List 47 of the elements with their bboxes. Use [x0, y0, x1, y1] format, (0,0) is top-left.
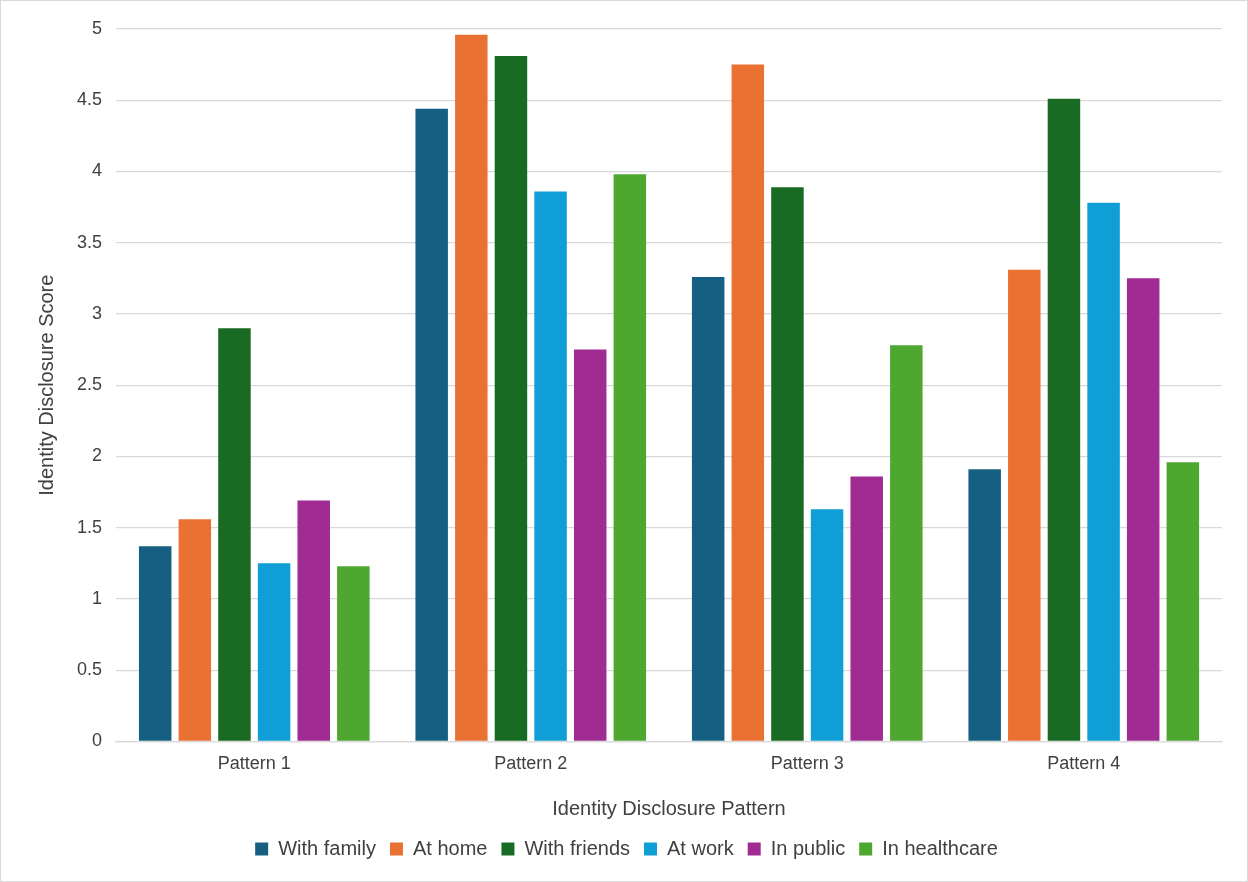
bar — [890, 345, 923, 741]
legend-label: With family — [278, 836, 376, 859]
bar — [297, 500, 330, 741]
legend-label: In healthcare — [882, 836, 998, 859]
bar — [455, 34, 488, 741]
legend-label: With friends — [524, 836, 631, 859]
bar — [731, 64, 765, 741]
bar — [1166, 462, 1200, 741]
y-tick-label: 2.5 — [76, 374, 103, 395]
x-tick-label: Pattern 4 — [1047, 753, 1121, 774]
bar — [138, 546, 172, 741]
x-tick-label: Pattern 1 — [217, 753, 291, 774]
bar — [494, 56, 528, 741]
bar — [178, 519, 212, 741]
y-tick-label: 4.5 — [76, 89, 103, 110]
bar — [337, 566, 370, 741]
y-tick-label: 0.5 — [76, 659, 103, 680]
bar — [1087, 202, 1120, 741]
x-axis-title: Identity Disclosure Pattern — [552, 796, 786, 819]
bar — [1126, 278, 1160, 741]
bar — [691, 276, 725, 741]
bar — [850, 476, 883, 741]
bar — [218, 328, 251, 741]
y-tick-label: 3 — [92, 302, 103, 323]
bar — [415, 108, 448, 741]
y-tick-label: 3.5 — [76, 231, 103, 252]
y-tick-label: 4 — [92, 160, 103, 181]
y-tick-label: 5 — [92, 17, 103, 38]
y-axis-title: Identity Disclosure Score — [34, 274, 57, 496]
bar — [968, 469, 1001, 741]
bar — [257, 563, 291, 741]
bar — [810, 509, 844, 741]
legend-label: At home — [412, 836, 488, 859]
bar — [1047, 98, 1081, 741]
bar — [613, 174, 647, 741]
bar — [771, 187, 804, 741]
y-tick-label: 0 — [92, 730, 103, 751]
bar — [573, 349, 607, 741]
y-tick-label: 1 — [92, 587, 103, 608]
x-tick-label: Pattern 2 — [494, 753, 568, 774]
y-tick-label: 1.5 — [76, 516, 103, 537]
y-tick-label: 2 — [92, 445, 103, 466]
legend-label: In public — [770, 836, 846, 859]
bar — [1008, 269, 1041, 741]
legend-label: At work — [667, 836, 735, 859]
bar — [534, 191, 567, 741]
x-tick-label: Pattern 3 — [770, 753, 844, 774]
